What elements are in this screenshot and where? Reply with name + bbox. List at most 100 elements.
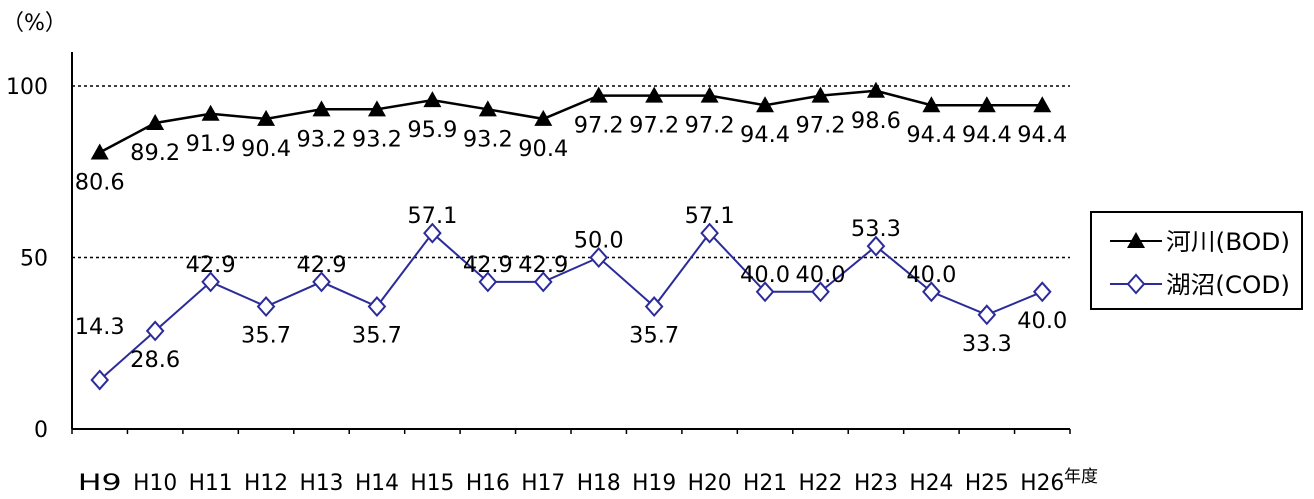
- marker-river-bod: [146, 114, 165, 131]
- marker-river-bod: [645, 86, 664, 103]
- data-label-lake-cod: 53.3: [851, 217, 901, 242]
- data-label-lake-cod: 57.1: [685, 204, 735, 229]
- marker-lake-cod: [478, 271, 498, 293]
- marker-river-bod: [312, 100, 331, 117]
- x-tick-label: H11: [189, 471, 233, 496]
- marker-lake-cod: [533, 271, 553, 293]
- data-label-river-bod: 93.2: [463, 127, 513, 152]
- series-line-lake-cod: [99, 231, 1043, 381]
- data-label-lake-cod: 42.9: [297, 253, 347, 278]
- data-label-river-bod: 97.2: [574, 114, 624, 139]
- data-label-river-bod: 89.2: [130, 141, 180, 166]
- data-label-lake-cod: 35.7: [629, 324, 679, 349]
- data-label-lake-cod: 57.1: [407, 204, 457, 229]
- x-tick-label: H18: [577, 471, 621, 496]
- marker-river-bod: [90, 143, 109, 160]
- y-tick-label: 50: [20, 247, 48, 272]
- marker-lake-cod: [367, 296, 387, 318]
- x-tick-label: H25: [965, 471, 1009, 496]
- x-tick-label: H14: [355, 471, 399, 496]
- x-unit-label: 年度: [1064, 467, 1098, 487]
- data-label-lake-cod: 42.9: [518, 253, 568, 278]
- marker-river-bod: [534, 109, 553, 126]
- legend-marker-river-bod: [1127, 232, 1145, 248]
- data-label-river-bod: 94.4: [740, 123, 790, 148]
- x-tick-label: H23: [854, 471, 898, 496]
- x-tick-label: H12: [244, 471, 288, 496]
- marker-lake-cod: [811, 281, 830, 303]
- marker-river-bod: [423, 91, 442, 108]
- y-tick-label: 100: [6, 75, 48, 100]
- x-tick-label: H10: [133, 471, 177, 496]
- marker-lake-cod: [977, 304, 997, 326]
- marker-river-bod: [367, 100, 386, 117]
- x-tick-label: H13: [300, 471, 344, 496]
- data-label-lake-cod: 40.0: [796, 263, 846, 288]
- marker-river-bod: [866, 81, 885, 98]
- marker-river-bod: [977, 96, 996, 113]
- legend-label-lake-cod: 湖沼(COD): [1166, 271, 1290, 299]
- data-label-river-bod: 94.4: [1017, 123, 1067, 148]
- data-label-river-bod: 97.2: [685, 114, 735, 139]
- data-label-lake-cod: 40.0: [1017, 309, 1067, 334]
- y-tick-label: 0: [34, 418, 48, 443]
- marker-lake-cod: [145, 320, 165, 342]
- data-label-lake-cod: 35.7: [241, 324, 291, 349]
- marker-river-bod: [922, 96, 941, 113]
- x-tick-label: H21: [743, 471, 787, 496]
- marker-lake-cod: [589, 246, 609, 269]
- data-label-lake-cod: 35.7: [352, 324, 402, 349]
- marker-river-bod: [201, 104, 220, 121]
- marker-lake-cod: [755, 281, 775, 303]
- marker-river-bod: [478, 100, 497, 117]
- data-label-river-bod: 90.4: [518, 137, 568, 162]
- legend-box: [1090, 211, 1303, 310]
- marker-lake-cod: [256, 296, 276, 318]
- x-tick-label: H26: [1020, 471, 1064, 496]
- data-label-lake-cod: 33.3: [962, 332, 1012, 357]
- grid-lines: [72, 85, 1070, 259]
- x-tick-label: H20: [688, 471, 732, 496]
- y-unit-label: （%）: [2, 11, 67, 36]
- data-label-lake-cod: 28.6: [130, 348, 180, 373]
- marker-lake-cod: [423, 222, 442, 244]
- marker-river-bod: [811, 86, 830, 103]
- data-label-river-bod: 98.6: [851, 109, 901, 134]
- data-label-river-bod: 93.2: [297, 127, 347, 152]
- x-tick-label: H17: [521, 471, 565, 496]
- legend-label-river-bod: 河川(BOD): [1166, 228, 1290, 256]
- x-tick-labels: H9 H10 H11 H12 H13 H14 H15 H16 H17 H18 H19 H20 H21 H2…: [78, 471, 1065, 496]
- data-label-river-bod: 90.4: [241, 137, 291, 162]
- data-label-river-bod: 93.2: [352, 127, 402, 152]
- data-label-river-bod: 95.9: [407, 118, 457, 143]
- legend-marker-lake-cod: [1126, 273, 1146, 295]
- x-tick-label: H22: [799, 471, 843, 496]
- marker-lake-cod: [90, 369, 110, 391]
- marker-river-bod: [756, 96, 775, 113]
- marker-river-bod: [700, 86, 719, 103]
- marker-lake-cod: [312, 271, 331, 293]
- marker-lake-cod: [201, 271, 220, 293]
- marker-river-bod: [257, 109, 276, 126]
- data-label-lake-cod: 50.0: [574, 229, 624, 254]
- x-tick-label: H15: [410, 471, 454, 496]
- x-tick-label: H16: [466, 471, 510, 496]
- marker-lake-cod: [922, 281, 941, 303]
- series-lines: [90, 81, 1052, 391]
- x-tick-label: H19: [632, 471, 676, 496]
- marker-lake-cod: [644, 296, 664, 318]
- data-label-lake-cod: 42.9: [463, 253, 513, 278]
- marker-lake-cod: [1032, 281, 1052, 303]
- data-label-lake-cod: 42.9: [186, 253, 236, 278]
- marker-river-bod: [1033, 96, 1052, 113]
- data-label-river-bod: 80.6: [75, 171, 125, 196]
- data-label-river-bod: 94.4: [962, 123, 1012, 148]
- marker-lake-cod: [700, 222, 719, 244]
- data-label-river-bod: 94.4: [906, 123, 956, 148]
- data-labels: 80.689.2 91.9 90.4 93.2 93.2 95.9 93.2 90.497.2…: [75, 109, 1068, 373]
- axes: 0 50 100: [6, 52, 1071, 443]
- data-label-lake-cod: 40.0: [740, 263, 790, 288]
- data-label-river-bod: 97.2: [796, 114, 846, 139]
- data-label-lake-cod: 40.0: [906, 263, 956, 288]
